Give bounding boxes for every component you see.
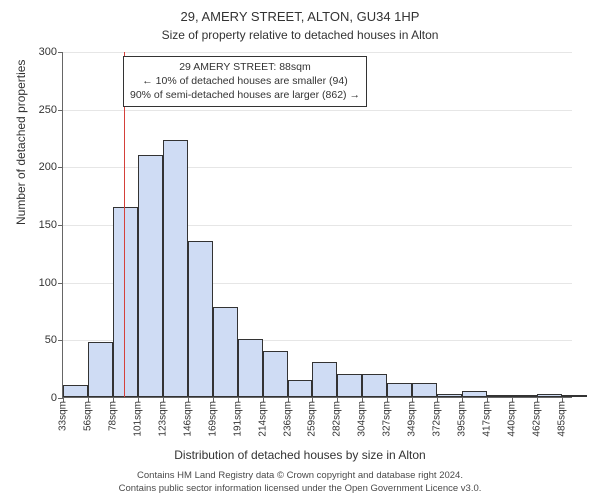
gridline [63, 52, 572, 53]
page-subtitle: Size of property relative to detached ho… [0, 26, 600, 42]
plot-area: 05010015020025030033sqm56sqm78sqm101sqm1… [62, 52, 572, 398]
ytick-label: 300 [39, 46, 63, 58]
histogram-bar [387, 383, 412, 397]
annotation-line: 29 AMERY STREET: 88sqm [130, 60, 360, 74]
xtick-label: 304sqm [357, 397, 368, 437]
histogram-bar [88, 342, 113, 397]
histogram-bar [138, 155, 163, 397]
xtick-label: 327sqm [382, 397, 393, 437]
xtick-label: 462sqm [532, 397, 543, 437]
xtick-label: 282sqm [332, 397, 343, 437]
xtick-label: 349sqm [407, 397, 418, 437]
gridline [63, 110, 572, 111]
xtick-label: 236sqm [282, 397, 293, 437]
histogram-bar [312, 362, 337, 397]
xtick-label: 146sqm [182, 397, 193, 437]
footer-line-1: Contains HM Land Registry data © Crown c… [0, 470, 600, 483]
xtick-label: 169sqm [207, 397, 218, 437]
x-axis-label: Distribution of detached houses by size … [0, 448, 600, 462]
xtick-label: 78sqm [107, 397, 118, 431]
xtick-label: 191sqm [232, 397, 243, 437]
histogram-bar [288, 380, 313, 397]
xtick-label: 372sqm [432, 397, 443, 437]
xtick-label: 33sqm [58, 397, 69, 431]
histogram-bar [263, 351, 288, 397]
histogram-bar [113, 207, 138, 397]
annotation-line: ← 10% of detached houses are smaller (94… [130, 74, 360, 88]
annotation-box: 29 AMERY STREET: 88sqm← 10% of detached … [123, 56, 367, 107]
histogram-bar [337, 374, 362, 397]
chart-container: 29, AMERY STREET, ALTON, GU34 1HP Size o… [0, 0, 600, 500]
xtick-label: 259sqm [307, 397, 318, 437]
ytick-label: 50 [45, 334, 63, 346]
ytick-label: 100 [39, 277, 63, 289]
xtick-label: 395sqm [457, 397, 468, 437]
annotation-line: 90% of semi-detached houses are larger (… [130, 88, 360, 102]
xtick-label: 101sqm [132, 397, 143, 437]
xtick-label: 214sqm [257, 397, 268, 437]
histogram-bar [163, 140, 188, 397]
xtick-label: 417sqm [482, 397, 493, 437]
xtick-label: 485sqm [556, 397, 567, 437]
xtick-label: 123sqm [157, 397, 168, 437]
ytick-label: 200 [39, 161, 63, 173]
histogram-bar [188, 241, 213, 397]
footer-attribution: Contains HM Land Registry data © Crown c… [0, 470, 600, 496]
ytick-label: 250 [39, 104, 63, 116]
xtick-label: 56sqm [82, 397, 93, 431]
page-title: 29, AMERY STREET, ALTON, GU34 1HP [0, 0, 600, 26]
histogram-bar [213, 307, 238, 397]
xtick-label: 440sqm [507, 397, 518, 437]
ytick-label: 150 [39, 219, 63, 231]
footer-line-2: Contains public sector information licen… [0, 483, 600, 496]
histogram-bar [238, 339, 263, 397]
histogram-bar [362, 374, 387, 397]
histogram-bar [63, 385, 88, 397]
histogram-bar [412, 383, 437, 397]
y-axis-label: Number of detached properties [14, 60, 28, 225]
